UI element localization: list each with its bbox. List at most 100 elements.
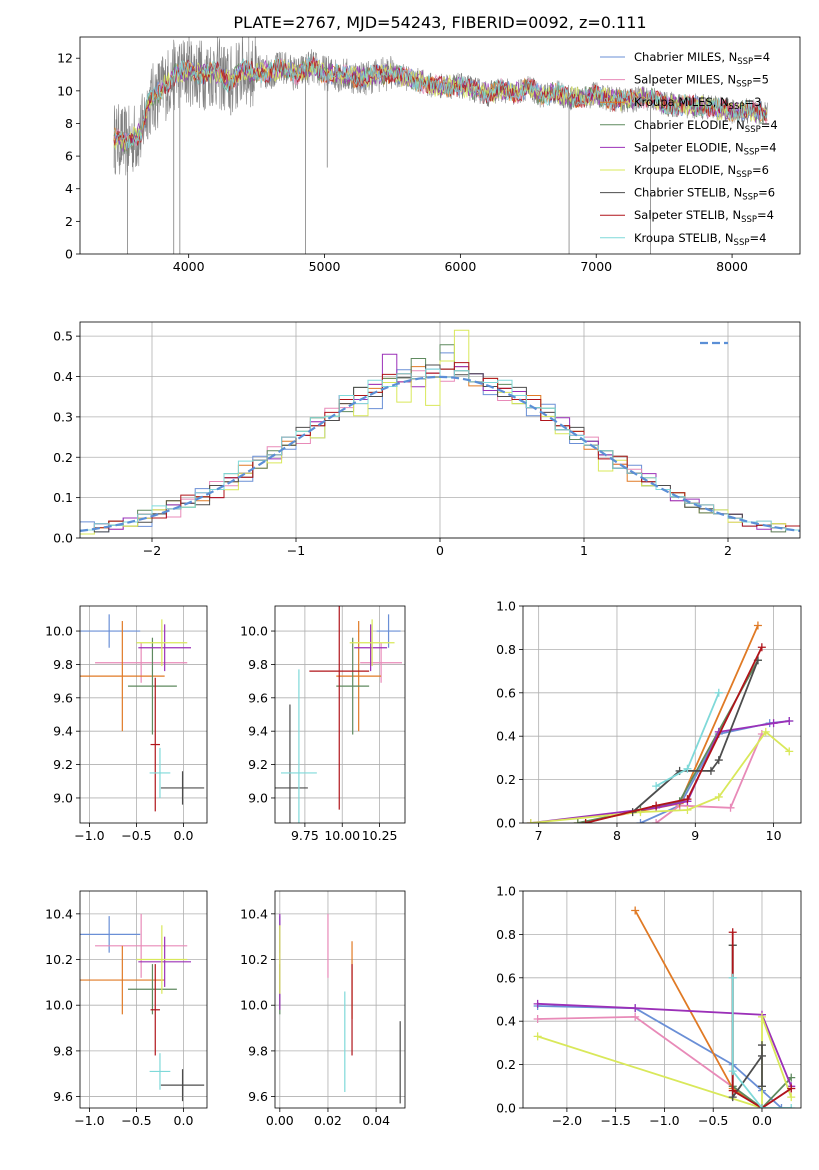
x-tick-label: −1.5 [600, 1113, 630, 1128]
errorbar-kroupa-miles [80, 621, 165, 732]
errorbar-kroupa-elodie [136, 619, 188, 667]
x-tick-label: 0.0 [174, 1113, 194, 1128]
y-tick-label: 0.1 [53, 490, 73, 505]
errorbar-salpeter-elodie [138, 936, 192, 987]
weight-marker [714, 756, 723, 765]
y-tick-label: 0.2 [53, 450, 73, 465]
legend-subscript: SSP [736, 170, 752, 180]
x-tick-label: 0 [436, 543, 444, 558]
weight-marker [728, 973, 737, 982]
weight-marker [787, 1084, 796, 1093]
weight-marker [777, 1104, 786, 1108]
y-tick-label: 0.0 [496, 816, 516, 831]
errorbar-chabrier-miles [80, 916, 141, 953]
y-tick-label: 0.4 [496, 729, 516, 744]
weight-marker [683, 764, 692, 773]
y-tick-label: 12 [57, 51, 73, 66]
errorbar-salpeter-miles [360, 642, 403, 683]
plot-mass_vs_Z [80, 913, 205, 1102]
errorbar-salpeter-stelib [150, 964, 160, 1056]
y-tick-label: 9.0 [248, 790, 268, 805]
weight-marker [761, 727, 770, 736]
weight-polyline [655, 733, 763, 823]
errorbar-chabrier-stelib [160, 1069, 205, 1102]
weight-marker [787, 1104, 796, 1108]
legend-tail: =3 [744, 95, 761, 109]
y-tick-label: 0.6 [496, 970, 516, 985]
legend-label: Salpeter STELIB, N [634, 208, 741, 222]
y-tick-label: 0.2 [496, 1057, 516, 1072]
legend-label: Chabrier ELODIE, N [634, 118, 745, 132]
errorbar-kroupa-miles [80, 945, 165, 1015]
plot-age_vs_mass [275, 606, 403, 823]
x-tick-label: 0.00 [266, 1113, 294, 1128]
panel-residuals: −2 −1 0 1 2 0.0 0.1 0.2 0.3 0.4 0.5 [53, 321, 801, 558]
weight-marker [706, 766, 715, 775]
legend-label: Salpeter MILES, N [634, 73, 736, 87]
spectrum-line-kroupa-stelib [113, 56, 768, 150]
grid-massweight_vs_age [523, 605, 801, 824]
weight-marker [631, 1004, 640, 1013]
x-tick-label: 2 [724, 543, 732, 558]
x-tick-label: −0.5 [698, 1113, 728, 1128]
weight-marker [714, 792, 723, 801]
legend-label: Chabrier MILES, N [634, 50, 737, 64]
y-tick-label: 6 [65, 149, 73, 164]
panel-age_vs_mass: 9.75 10.00 10.25 9.0 9.2 9.4 9.6 9.8 10.0 [240, 605, 406, 843]
errorbar-kroupa-elodie [136, 925, 188, 994]
y-tick-label: 0.8 [496, 927, 516, 942]
legend-label: Chabrier STELIB, N [634, 186, 742, 200]
panel-spectrum: 4000 5000 6000 7000 8000 0 2 4 6 8 10 12 Chabrier MI… [57, 36, 801, 274]
y-tick-label: 10 [57, 83, 73, 98]
weight-marker [714, 688, 723, 697]
axes-frame-mass_vs_Z [79, 890, 208, 1109]
axes-frame-age_vs_mass [274, 605, 406, 824]
y-tick-label: 9.6 [53, 690, 73, 705]
errorbar-salpeter-stelib [150, 677, 160, 812]
x-tick-label: 6000 [444, 259, 476, 274]
x-tick-label: 9.75 [291, 828, 319, 843]
y-tick-label: 10.0 [45, 624, 73, 639]
legend-entry-kroupa-stelib: Kroupa STELIB, NSSP=4 [634, 231, 766, 248]
weight-line-kroupa-stelib [652, 688, 723, 791]
legend-subscript: SSP [729, 102, 745, 112]
legend-entry-kroupa-elodie: Kroupa ELODIE, NSSP=6 [634, 163, 769, 180]
weight-marker [631, 906, 640, 915]
y-tick-label: 9.2 [53, 757, 73, 772]
legend-entry-chabrier-elodie: Chabrier ELODIE, NSSP=4 [634, 118, 778, 135]
y-tick-label: 10.2 [45, 952, 73, 967]
weight-marker [785, 747, 794, 756]
errorbar-salpeter-elodie [354, 624, 388, 672]
legend-subscript: SSP [744, 147, 760, 157]
plot-massweight_vs_age [526, 621, 794, 823]
y-tick-label: 0.2 [496, 772, 516, 787]
weight-line-kroupa-elodie [526, 727, 794, 823]
y-tick-label: 4 [65, 181, 73, 196]
weight-marker [683, 805, 692, 814]
x-tick-label: −1.0 [74, 828, 104, 843]
panel-mass_vs_ebv: 0.00 0.02 0.04 9.6 9.8 10.0 10.2 10.4 [240, 890, 406, 1128]
grid-age_vs_Z [80, 606, 207, 823]
legend-subscript: SSP [741, 215, 757, 225]
errorbar-kroupa-stelib [280, 669, 317, 823]
y-tick-label: 0.4 [496, 1014, 516, 1029]
errorbar-chabrier-stelib [160, 771, 205, 805]
y-tick-label: 9.8 [248, 657, 268, 672]
legend-entry-salpeter-stelib: Salpeter STELIB, NSSP=4 [634, 208, 774, 225]
x-tick-label: 0.02 [314, 1113, 342, 1128]
gaussian-curve [80, 375, 800, 532]
errorbar-chabrier-elodie [127, 637, 177, 735]
panel-massweight_vs_age: 7 8 9 10 0.0 0.2 0.4 0.6 0.8 1.0 [496, 599, 802, 843]
x-tick-label: 1 [580, 543, 588, 558]
weight-marker [652, 819, 661, 823]
axes-frame-mass_vs_ebv [274, 890, 406, 1109]
weight-line-salpeter-stelib [581, 643, 766, 823]
y-tick-label: 10.4 [45, 906, 73, 921]
legend-entry-salpeter-miles: Salpeter MILES, NSSP=5 [634, 73, 769, 90]
x-tick-label: −0.5 [121, 1113, 151, 1128]
x-tick-label: −1.0 [74, 1113, 104, 1128]
legend-tail: =4 [760, 140, 777, 154]
weight-polyline [530, 730, 790, 823]
weight-marker [757, 1012, 766, 1021]
